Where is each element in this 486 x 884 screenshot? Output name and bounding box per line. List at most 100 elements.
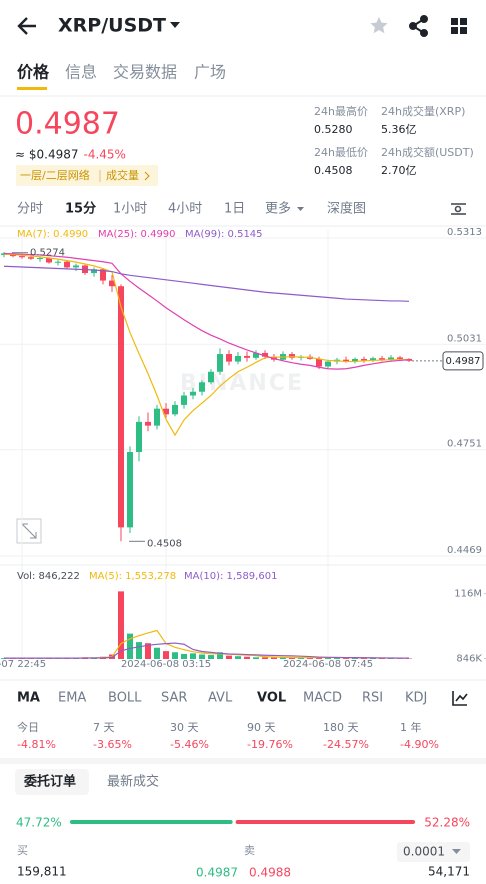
candle-body: [325, 361, 331, 367]
network-tag[interactable]: 一层/二层网络: [20, 168, 90, 182]
buy-qty: 159,811: [17, 865, 67, 879]
tag-arrow: [144, 171, 150, 181]
volume-bar: [208, 655, 214, 659]
watermark: BINANCE: [180, 371, 304, 396]
tag-box[interactable]: [16, 165, 158, 186]
volume-bar: [352, 657, 358, 659]
volume-bar: [253, 657, 259, 659]
y-tick-label: 0.5313: [447, 227, 482, 238]
period-label: 7 天: [93, 721, 115, 734]
volume-bar: [190, 653, 196, 659]
indicator-settings-icon[interactable]: [452, 691, 468, 706]
x-tick-label: 2024-06-08 03:15: [121, 659, 211, 670]
back-button[interactable]: [17, 17, 36, 35]
indicator[interactable]: EMA: [58, 691, 86, 706]
candle-body: [46, 257, 52, 263]
interval[interactable]: 分时: [17, 202, 43, 217]
tab[interactable]: 广场: [194, 63, 226, 82]
interval[interactable]: 更多: [265, 201, 291, 217]
favorite-icon[interactable]: [370, 17, 388, 34]
volume-bar: [271, 657, 277, 659]
tab[interactable]: 交易数据: [113, 63, 177, 82]
candle-body: [397, 357, 403, 359]
indicator[interactable]: MACD: [303, 691, 342, 706]
volume-bar: [118, 591, 124, 659]
buy-ratio-bar: [70, 820, 233, 824]
candle-body: [379, 358, 385, 360]
approx-price: ≈ $0.4987: [15, 148, 79, 162]
indicator[interactable]: SAR: [161, 691, 187, 706]
indicator[interactable]: AVL: [208, 691, 233, 706]
candle-body: [172, 404, 178, 415]
buy-ratio-label: 47.72%: [16, 816, 62, 830]
indicator[interactable]: BOLL: [108, 691, 142, 706]
share-icon[interactable]: [409, 15, 428, 37]
volume-bar: [163, 651, 169, 659]
y-tick-label: 0.4469: [447, 545, 482, 556]
stat-label: 24h成交额(USDT): [381, 145, 474, 159]
bid-price: 0.4987: [196, 866, 238, 880]
volume-bar: [298, 657, 304, 659]
candle-body: [91, 269, 97, 274]
sell-label: 卖: [244, 844, 255, 857]
volume-bar: [388, 658, 394, 659]
interval[interactable]: 1小时: [113, 202, 147, 217]
volume-bar: [136, 642, 142, 659]
period-label: 1 年: [400, 720, 422, 734]
indicator[interactable]: VOL: [257, 691, 286, 706]
indicator[interactable]: MA: [17, 691, 40, 706]
ma-legend: MA(25): 0.4990: [98, 229, 176, 240]
interval[interactable]: 15分: [65, 201, 96, 217]
volume-bar: [361, 658, 367, 659]
indicator[interactable]: RSI: [362, 691, 383, 706]
tab[interactable]: 价格: [17, 63, 50, 82]
stat-label: 24h最高价: [314, 104, 368, 118]
ma-legend: MA(7): 0.4990: [17, 229, 88, 240]
candle-body: [19, 256, 25, 258]
sell-ratio-bar: [235, 820, 415, 824]
candle-body: [244, 355, 250, 358]
candle-body: [145, 421, 151, 426]
candle-body: [208, 371, 214, 383]
x-tick-label: 2024-06-08 07:45: [283, 659, 373, 670]
volume-bar: [127, 633, 133, 659]
volume-bar: [262, 657, 268, 659]
pair-title: XRP/USDT: [58, 15, 166, 37]
period-label: 今日: [17, 720, 39, 734]
volume-tag[interactable]: 成交量: [106, 168, 139, 182]
indicator[interactable]: KDJ: [405, 691, 427, 706]
interval[interactable]: 深度图: [327, 201, 366, 217]
candle-body: [109, 280, 115, 287]
y-tick-label: 0.5031: [447, 333, 482, 344]
pair-dropdown[interactable]: [170, 22, 180, 28]
candle-body: [181, 395, 187, 405]
order-tab[interactable]: 委托订单: [23, 774, 76, 790]
volume-bar: [334, 657, 340, 659]
interval[interactable]: 4小时: [168, 202, 202, 217]
precision[interactable]: 0.0001: [403, 845, 445, 859]
vol-tick-label: 116M: [454, 589, 482, 600]
candle-body: [136, 421, 142, 453]
period-change: -24.57%: [323, 738, 369, 751]
candle-body: [190, 391, 196, 396]
candle-body: [100, 269, 106, 281]
candle-body: [343, 359, 349, 362]
precision-box[interactable]: [397, 842, 470, 862]
period-label: 30 天: [170, 721, 199, 734]
volume-bar: [379, 658, 385, 659]
grid-icon[interactable]: [451, 18, 467, 34]
period-change: -4.81%: [17, 738, 56, 751]
candle-body: [199, 382, 205, 392]
y-tick-label: 0.4751: [447, 439, 482, 450]
candle-body: [28, 257, 34, 259]
tab[interactable]: 信息: [65, 63, 97, 82]
order-tab[interactable]: 最新成交: [107, 774, 159, 790]
volume-bar: [244, 656, 250, 659]
candle-body: [154, 408, 160, 426]
interval[interactable]: 1日: [224, 202, 245, 217]
vol-ma-legend: MA(10): 1,589,601: [184, 571, 277, 582]
settings-icon[interactable]: [451, 203, 466, 215]
tab-pill[interactable]: [15, 769, 89, 795]
ma-line: [3, 253, 409, 437]
